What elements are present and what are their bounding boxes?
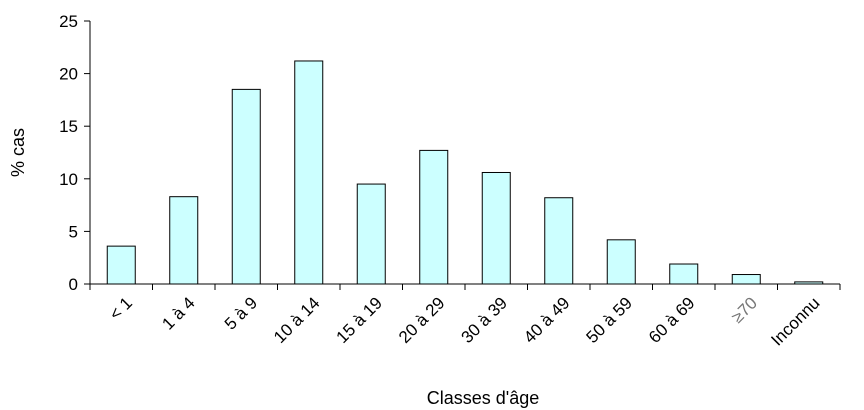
plot-area: 0 5 10 15 20 25 < 1 1 à 4 5 à 9 10 à 14 15 à 19 20… [59, 12, 841, 350]
bar [481, 171, 511, 285]
y-tick-label: 20 [59, 65, 78, 84]
bar [731, 274, 761, 285]
x-tick-label: 10 à 14 [270, 293, 324, 347]
bar [169, 196, 199, 285]
x-tick-label: 1 à 4 [158, 293, 198, 333]
x-tick-label: < 1 [106, 293, 136, 323]
x-tick-label: 20 à 29 [395, 293, 449, 347]
y-tick-label: 5 [69, 222, 78, 241]
bar [231, 88, 261, 285]
bar [794, 281, 824, 285]
x-tick-label: 5 à 9 [221, 293, 261, 333]
x-tick-label: ≥70 [728, 293, 761, 326]
x-tick-label: 30 à 39 [458, 293, 512, 347]
bar [544, 197, 574, 285]
y-tick-label: 15 [59, 117, 78, 136]
y-axis-title: % cas [8, 128, 28, 177]
x-tick-label: 40 à 49 [520, 293, 574, 347]
x-axis-ticks: < 1 1 à 4 5 à 9 10 à 14 15 à 19 20 à 29 30 à 3… [89, 284, 841, 350]
bar [356, 183, 386, 285]
x-tick-label: 60 à 69 [645, 293, 699, 347]
x-axis-title: Classes d'âge [427, 388, 540, 408]
y-tick-label: 10 [59, 170, 78, 189]
y-axis-ticks: 0 5 10 15 20 25 [59, 12, 90, 294]
x-tick-label: 15 à 19 [333, 293, 387, 347]
bar [106, 245, 136, 285]
bars [106, 60, 824, 285]
bar [606, 239, 636, 285]
bar [419, 149, 449, 285]
bar [669, 263, 699, 285]
x-tick-label: 50 à 59 [583, 293, 637, 347]
y-tick-label: 25 [59, 12, 78, 31]
bar [294, 60, 324, 285]
x-tick-label: Inconnu [767, 293, 823, 349]
y-tick-label: 0 [69, 275, 78, 294]
